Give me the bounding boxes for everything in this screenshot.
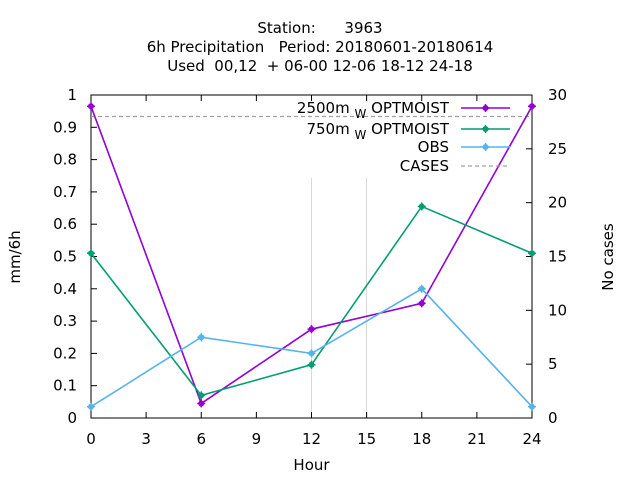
legend-entry-0: 2500m W OPTMOIST	[297, 99, 510, 121]
x-axis-label: Hour	[293, 456, 330, 474]
y-tick-label: 0.2	[53, 344, 77, 362]
axes: 00.10.20.30.40.50.60.70.80.9105101520253…	[6, 86, 617, 474]
series-2	[87, 284, 536, 411]
data-point	[481, 104, 490, 112]
y-tick-label: 0.3	[53, 312, 77, 330]
data-point	[197, 391, 206, 400]
data-point	[417, 299, 426, 308]
legend-label: 2500m W OPTMOIST	[297, 99, 450, 121]
x-tick-label: 3	[141, 430, 151, 448]
y-tick-label: 0.1	[53, 377, 77, 395]
data-point	[307, 360, 316, 369]
x-tick-label: 24	[522, 430, 541, 448]
y-tick-label: 1	[67, 86, 77, 104]
x-tick-label: 0	[86, 430, 96, 448]
legend-entry-2: OBS	[418, 138, 510, 156]
data-point	[87, 402, 95, 411]
y2-tick-label: 15	[548, 248, 567, 266]
data-point	[87, 249, 95, 258]
data-point	[417, 284, 426, 293]
legend-entry-1: 750m W OPTMOIST	[306, 120, 510, 142]
series-group	[87, 102, 536, 411]
data-point	[481, 143, 490, 151]
x-tick-label: 12	[302, 430, 321, 448]
data-point	[307, 325, 316, 334]
y-tick-label: 0.8	[53, 151, 77, 169]
y-tick-label: 0.6	[53, 215, 77, 233]
x-tick-label: 18	[412, 430, 431, 448]
data-point	[528, 102, 536, 111]
x-tick-label: 15	[357, 430, 376, 448]
y2-tick-label: 30	[548, 86, 567, 104]
y2-tick-label: 0	[548, 409, 558, 427]
data-point	[87, 102, 95, 111]
data-point	[481, 125, 490, 133]
legend-label: 750m W OPTMOIST	[306, 120, 449, 142]
data-point	[197, 333, 206, 342]
y2-tick-label: 20	[548, 194, 567, 212]
data-point	[197, 399, 206, 408]
x-tick-label: 21	[467, 430, 486, 448]
y-tick-label: 0.7	[53, 183, 77, 201]
data-point	[528, 402, 536, 411]
data-point	[417, 202, 426, 211]
y-tick-label: 0	[67, 409, 77, 427]
series-1	[87, 202, 536, 400]
title-line: Station: 3963	[257, 19, 382, 37]
legend-label: OBS	[418, 138, 449, 156]
title-line: 6h Precipitation Period: 20180601-201806…	[147, 38, 494, 56]
y-axis-label: mm/6h	[6, 230, 24, 283]
x-tick-label: 9	[252, 430, 262, 448]
data-point	[528, 249, 536, 258]
y2-tick-label: 5	[548, 355, 558, 373]
grid-lines	[311, 178, 368, 418]
series-0	[87, 102, 536, 408]
y-tick-label: 0.9	[53, 118, 77, 136]
y2-axis-label: No cases	[599, 223, 617, 291]
y-tick-label: 0.4	[53, 280, 77, 298]
x-tick-label: 6	[196, 430, 206, 448]
legend-entry-cases: CASES	[400, 157, 510, 175]
title-line: Used 00,12 + 06-00 12-06 18-12 24-18	[167, 57, 473, 75]
y-tick-label: 0.5	[53, 248, 77, 266]
legend-label: CASES	[400, 157, 449, 175]
data-point	[307, 349, 316, 358]
y2-tick-label: 10	[548, 301, 567, 319]
y2-tick-label: 25	[548, 140, 567, 158]
